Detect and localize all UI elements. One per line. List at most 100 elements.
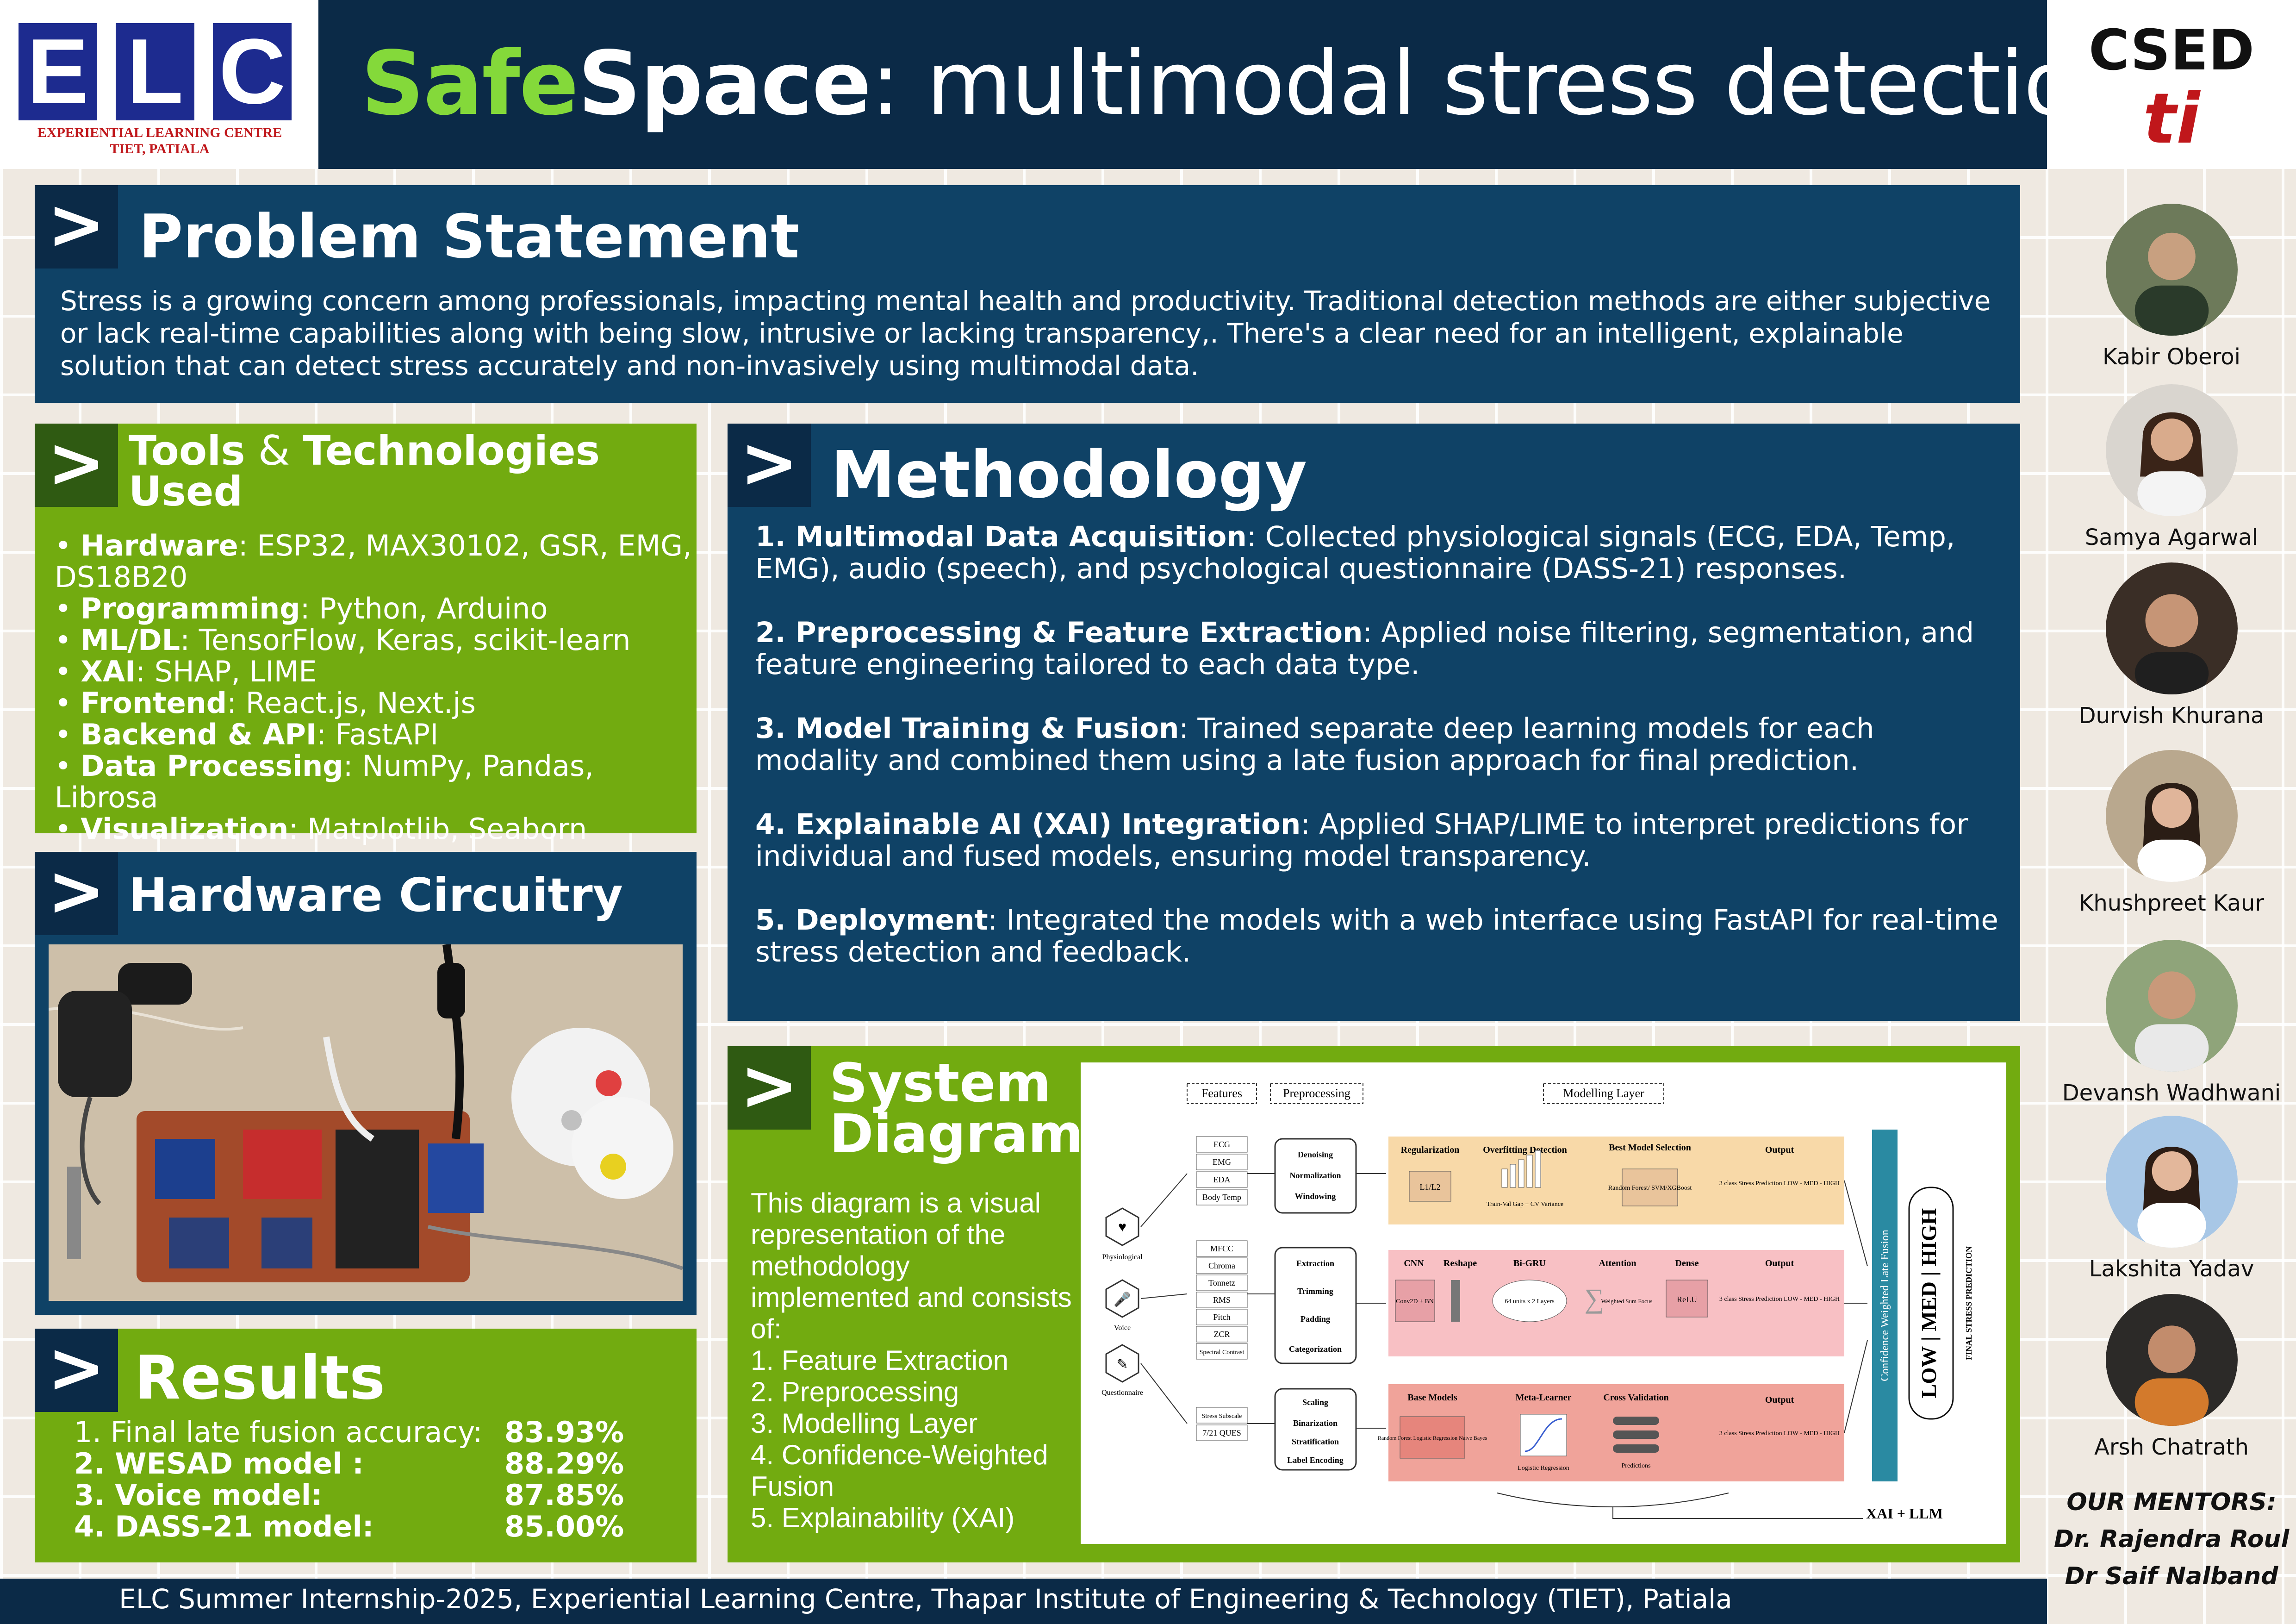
problem-statement-title: Problem Statement: [139, 201, 800, 272]
list-item: 2. Preprocessing: [751, 1376, 959, 1407]
feature-item: Body Temp: [1202, 1193, 1241, 1202]
team-member: Arsh Chatrath: [2047, 1294, 2296, 1460]
avatar: [2105, 204, 2238, 336]
result-value: 88.29%: [504, 1447, 624, 1480]
member-name: Samya Agarwal: [2084, 525, 2259, 550]
pre-step: Label Encoding: [1287, 1455, 1344, 1465]
feature-item: ZCR: [1213, 1330, 1230, 1339]
pre-step: Windowing: [1295, 1192, 1336, 1201]
pre-step: Scaling: [1302, 1398, 1328, 1407]
list-item: 1. Feature Extraction: [751, 1345, 1008, 1376]
row2-c: Attention: [1599, 1258, 1636, 1268]
row2-c-sub: Weighted Sum Focus: [1601, 1298, 1653, 1305]
title-rest: : multimodal stress detection: [871, 32, 2132, 135]
row1-d: Output: [1765, 1145, 1794, 1155]
pre-step: Trimming: [1297, 1287, 1333, 1296]
list-item: 2. WESAD model : 88.29%: [74, 1448, 624, 1480]
team-member: Devansh Wadhwani: [2047, 940, 2296, 1106]
member-name: Lakshita Yadav: [2089, 1256, 2254, 1282]
results-list: 1. Final late fusion accuracy: 83.93% 2. …: [74, 1417, 624, 1543]
svg-text:♥: ♥: [1118, 1219, 1126, 1235]
avatar: [2105, 1294, 2238, 1426]
chevron-right-icon: >: [728, 424, 811, 507]
row1-a: Regularization: [1401, 1145, 1460, 1155]
list-item: • Backend & API: FastAPI: [55, 718, 439, 751]
dept-name: CSED: [2088, 19, 2255, 83]
mentor-name: Dr Saif Nalband: [2065, 1562, 2278, 1590]
tool-label: ML/DL: [81, 623, 180, 657]
svg-text:∑: ∑: [1585, 1283, 1605, 1314]
elc-logo-line2: TIET, PATIALA: [110, 141, 210, 156]
result-value: 85.00%: [504, 1510, 624, 1543]
row1-d-text: 3 class Stress Prediction LOW - MED - HI…: [1719, 1180, 1840, 1187]
tools-list: • Hardware: ESP32, MAX30102, GSR, EMG, D…: [55, 530, 693, 845]
row3-a: Base Models: [1407, 1393, 1457, 1403]
tool-value: : Python, Arduino: [300, 592, 548, 625]
step-head: 1. Multimodal Data Acquisition: [755, 520, 1247, 553]
member-name: Arsh Chatrath: [2094, 1434, 2249, 1460]
svg-text:✎: ✎: [1116, 1357, 1128, 1372]
hardware-title: Hardware Circuitry: [129, 868, 623, 922]
list-item: • Data Processing: NumPy, Pandas, Libros…: [55, 749, 594, 814]
row2-r: Reshape: [1444, 1258, 1477, 1268]
dept-logo-box: [2047, 0, 2296, 169]
feature-item: EMG: [1213, 1157, 1231, 1167]
step-head: 4. Explainable AI (XAI) Integration: [755, 808, 1301, 841]
footer-bar: [0, 1579, 2047, 1624]
list-item: • XAI: SHAP, LIME: [55, 655, 317, 688]
avatar: [2105, 562, 2238, 694]
input-label: Voice: [1114, 1324, 1131, 1332]
tool-value: : FastAPI: [317, 718, 439, 751]
feature-item: ECG: [1213, 1140, 1230, 1149]
poster-title: SafeSpace: multimodal stress detection: [361, 32, 2132, 135]
system-diagram: Features Preprocessing Modelling Layer ♥…: [1081, 1062, 2006, 1544]
list-item: • Frontend: React.js, Next.js: [55, 686, 476, 720]
step-text: : Trained separate deep learning models …: [755, 712, 1874, 777]
step-head: 5. Deployment: [755, 904, 988, 937]
input-label: Physiological: [1102, 1253, 1143, 1261]
feature-item: Stress Subscale: [1202, 1413, 1242, 1420]
diagram-col-modelling: Modelling Layer: [1563, 1087, 1644, 1100]
results-title: Results: [134, 1343, 386, 1413]
row2-d: Output: [1765, 1258, 1794, 1268]
list-item: 3. Modelling Layer: [751, 1408, 978, 1439]
system-diagram-title: System Diagram: [829, 1052, 1083, 1165]
mentor-name: Dr. Rajendra Roul: [2053, 1525, 2290, 1553]
tools-title-a: Tools: [129, 427, 245, 475]
tools-panel: [35, 424, 697, 833]
list-item: • ML/DL: TensorFlow, Keras, scikit-learn: [55, 623, 631, 657]
row1-c-box: Random Forest/ SVM/XGBoost: [1608, 1185, 1692, 1192]
member-name: Kabir Oberoi: [2102, 344, 2240, 370]
step-text: : Integrated the models with a web inter…: [755, 904, 1998, 968]
questionnaire-icon: ✎ Questionnaire: [1101, 1344, 1143, 1397]
voice-icon: 🎤 Voice: [1105, 1279, 1139, 1332]
step-text: : Applied SHAP/LIME to interpret predict…: [755, 808, 1968, 873]
row2-b: Bi-GRU: [1513, 1258, 1546, 1268]
elc-letter-e: E: [19, 23, 97, 120]
feature-item: Spectral Contrast: [1200, 1349, 1244, 1356]
tool-label: Programming: [81, 592, 300, 625]
mentors-label: OUR MENTORS:: [2066, 1488, 2277, 1516]
row3-d-text: 3 class Stress Prediction LOW - MED - HI…: [1719, 1430, 1840, 1437]
svg-text:🎤: 🎤: [1114, 1291, 1131, 1307]
list-item: 3. Voice model: 87.85%: [74, 1480, 624, 1511]
avatar: [2105, 1116, 2238, 1248]
result-label: 3. Voice model:: [74, 1478, 323, 1512]
tools-title-b: Technologies Used: [129, 427, 600, 515]
methodology-step: 3. Model Training & Fusion: Trained sepa…: [755, 712, 2005, 776]
footer-text: ELC Summer Internship-2025, Experiential…: [119, 1583, 1732, 1615]
step-text: : Collected physiological signals (ECG, …: [755, 520, 1955, 585]
team-member: Samya Agarwal: [2047, 384, 2296, 550]
feature-item: Chroma: [1208, 1261, 1235, 1270]
tool-value: : TensorFlow, Keras, scikit-learn: [180, 623, 631, 657]
row1-b: Overfitting Detection: [1483, 1145, 1567, 1155]
title-accent: Safe: [361, 32, 579, 135]
methodology-title: Methodology: [831, 437, 1307, 513]
system-diagram-list: 1. Feature Extraction 2. Preprocessing 3…: [751, 1345, 1084, 1534]
team-member: Durvish Khurana: [2047, 562, 2296, 729]
result-label: 1. Final late fusion accuracy:: [74, 1415, 483, 1449]
elc-logo: E L C: [19, 23, 292, 120]
methodology-panel: [728, 424, 2020, 1021]
row3-d: Output: [1765, 1395, 1794, 1405]
row1-b-sub: Train-Val Gap + CV Variance: [1487, 1201, 1563, 1208]
